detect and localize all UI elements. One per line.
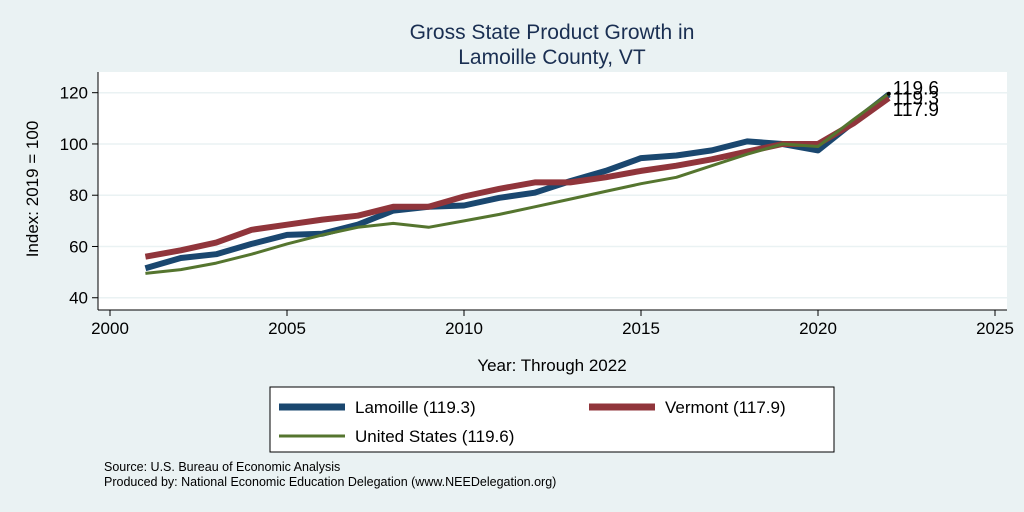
x-tick-label: 2020 <box>799 319 837 338</box>
y-tick-label: 60 <box>69 237 88 256</box>
y-axis: 40 60 80 100 120 <box>60 72 99 310</box>
legend-label-vermont: Vermont (117.9) <box>665 398 786 417</box>
x-tick-label: 2025 <box>976 319 1014 338</box>
legend: Lamoille (119.3) Vermont (117.9) United St… <box>269 386 835 453</box>
y-tick-label: 40 <box>69 289 88 308</box>
series-lines <box>144 92 891 275</box>
source-note: Source: U.S. Bureau of Economic Analysis <box>104 460 341 474</box>
y-tick-label: 120 <box>60 84 88 103</box>
x-tick-label: 2005 <box>268 319 306 338</box>
end-label: 119.3 <box>893 88 939 109</box>
end-label: 117.9 <box>893 100 939 121</box>
gridlines <box>98 91 1007 299</box>
series-line-lamoille <box>144 92 891 272</box>
chart-title-line1: Gross State Product Growth in <box>409 21 695 44</box>
legend-box <box>269 386 835 453</box>
x-tick-label: 2000 <box>91 319 129 338</box>
y-axis-title: Index: 2019 = 100 <box>23 121 42 258</box>
footer: Source: U.S. Bureau of Economic Analysis… <box>104 460 556 490</box>
end-marker <box>886 91 891 96</box>
legend-label-lamoille: Lamoille (119.3) <box>355 398 476 417</box>
y-tick-label: 80 <box>69 186 88 205</box>
plot-area <box>98 72 1007 310</box>
x-tick-label: 2015 <box>622 319 660 338</box>
x-axis-title: Year: Through 2022 <box>477 356 626 375</box>
legend-label-united-states: United States (119.6) <box>355 427 514 446</box>
series-line-united-states <box>145 92 890 275</box>
x-axis: 2000 2005 2010 2015 2020 2025 <box>91 309 1014 338</box>
chart-title-line2: Lamoille County, VT <box>458 46 646 69</box>
x-tick-label: 2010 <box>445 319 483 338</box>
end-label: 119.6 <box>893 79 939 100</box>
chart-title: Gross State Product Growth in Lamoille C… <box>0 20 1024 70</box>
y-tick-label: 100 <box>60 135 88 154</box>
produced-note: Produced by: National Economic Education… <box>104 475 557 489</box>
